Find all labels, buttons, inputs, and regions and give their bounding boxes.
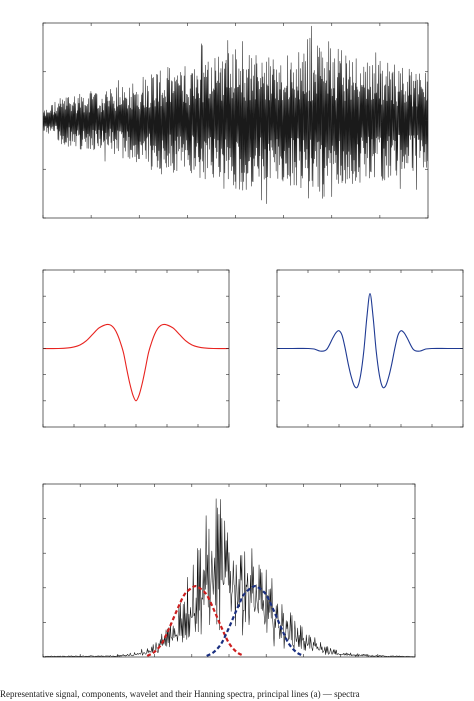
series-line-2	[206, 584, 304, 657]
plot-area	[43, 323, 229, 402]
plot-area	[277, 293, 463, 389]
series-line-1	[146, 584, 245, 657]
series-line-0	[43, 323, 229, 402]
panel-b-right	[276, 269, 464, 428]
plot-frame	[42, 269, 230, 428]
panel-a	[42, 22, 429, 219]
panel-c	[42, 483, 416, 658]
plot-area	[43, 498, 415, 657]
series-line-0	[277, 293, 463, 389]
panel-b-left	[42, 269, 230, 428]
series-line-0	[43, 25, 428, 204]
figure-caption: Representative signal, components, wavel…	[0, 689, 360, 699]
plot-frame	[42, 483, 416, 658]
series-line-0	[43, 498, 415, 657]
plot-area	[43, 25, 428, 204]
